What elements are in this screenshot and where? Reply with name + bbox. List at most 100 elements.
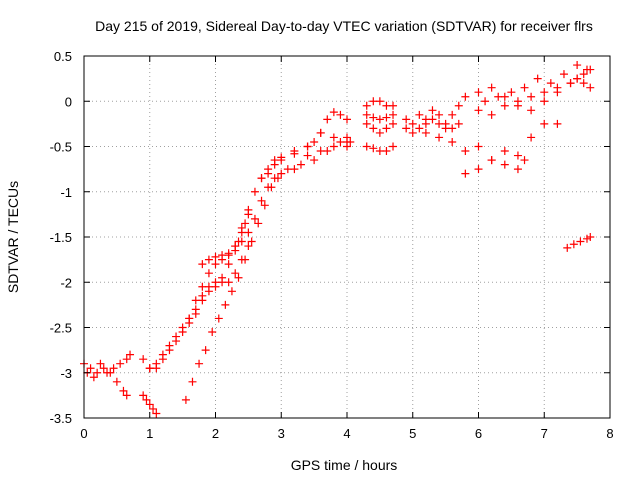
data-point	[204, 255, 213, 264]
data-point	[260, 201, 269, 210]
data-point	[198, 282, 207, 291]
data-point	[402, 115, 411, 124]
data-point	[481, 97, 490, 106]
data-point	[227, 287, 236, 296]
data-point	[389, 101, 398, 110]
y-tick-label: -3	[60, 366, 72, 381]
data-point	[389, 119, 398, 128]
data-point	[250, 214, 259, 223]
data-point	[553, 83, 562, 92]
data-point	[375, 97, 384, 106]
data-point	[527, 133, 536, 142]
data-point	[382, 124, 391, 133]
series-track-c	[139, 391, 161, 418]
series-track-e	[145, 242, 253, 373]
data-point	[250, 187, 259, 196]
data-point	[415, 110, 424, 119]
data-point	[244, 242, 253, 251]
data-point	[201, 346, 210, 355]
data-point	[513, 165, 522, 174]
data-point	[474, 142, 483, 151]
data-point	[540, 97, 549, 106]
data-point	[224, 278, 233, 287]
data-point	[329, 133, 338, 142]
y-tick-label: 0	[65, 94, 72, 109]
data-point	[264, 169, 273, 178]
data-point	[244, 228, 253, 237]
points-layer	[80, 61, 595, 418]
data-point	[214, 314, 223, 323]
data-point	[448, 137, 457, 146]
data-point	[126, 350, 135, 359]
series-track-a	[80, 359, 131, 400]
series-track-g	[185, 137, 355, 323]
data-point	[142, 395, 151, 404]
data-point	[277, 169, 286, 178]
ticks-layer: 0 1 2 3 4 5 6 7 8 0.5 0 -0.5 -1 -1.5 -2 -2.5 -3 -3.5	[50, 49, 614, 441]
data-point	[507, 88, 516, 97]
y-axis-label: SDTVAR / TECUs	[5, 181, 21, 293]
series-track-r	[474, 65, 595, 115]
data-point	[122, 355, 131, 364]
data-point	[375, 128, 384, 137]
series-track-j	[362, 142, 398, 156]
data-point	[241, 255, 250, 264]
data-point	[487, 110, 496, 119]
data-point	[461, 169, 470, 178]
data-point	[237, 223, 246, 232]
data-point	[563, 243, 572, 252]
x-tick-label: 8	[606, 426, 613, 441]
x-tick-label: 3	[278, 426, 285, 441]
data-point	[158, 355, 167, 364]
data-point	[290, 147, 299, 156]
series-track-l	[362, 119, 398, 137]
data-point	[185, 314, 194, 323]
data-point	[103, 368, 112, 377]
data-point	[553, 119, 562, 128]
data-point	[582, 65, 591, 74]
data-point	[211, 282, 220, 291]
series-track-q	[461, 156, 529, 178]
data-point	[527, 106, 536, 115]
series-track-i	[257, 128, 351, 183]
series-track-o	[402, 115, 463, 137]
data-point	[474, 165, 483, 174]
data-point	[247, 237, 256, 246]
data-point	[389, 142, 398, 151]
data-point	[208, 328, 217, 337]
data-point	[461, 92, 470, 101]
data-point	[303, 151, 312, 160]
series-track-h	[198, 108, 351, 269]
data-point	[316, 128, 325, 137]
series-track-s	[474, 74, 595, 119]
data-point	[435, 110, 444, 119]
data-point	[264, 183, 273, 192]
data-point	[188, 377, 197, 386]
x-axis-label: GPS time / hours	[291, 457, 398, 473]
data-point	[546, 79, 555, 88]
data-point	[149, 404, 158, 413]
data-point	[290, 165, 299, 174]
data-point	[474, 88, 483, 97]
data-point	[89, 373, 98, 382]
data-point	[172, 337, 181, 346]
data-point	[145, 400, 154, 409]
data-point	[435, 119, 444, 128]
x-tick-label: 5	[409, 426, 416, 441]
data-point	[487, 83, 496, 92]
data-point	[270, 174, 279, 183]
data-point	[448, 110, 457, 119]
data-point	[369, 144, 378, 153]
data-point	[139, 391, 148, 400]
data-point	[336, 110, 345, 119]
data-point	[165, 346, 174, 355]
data-point	[310, 156, 319, 165]
data-point	[382, 113, 391, 122]
data-point	[343, 133, 351, 142]
data-point	[254, 219, 263, 228]
data-point	[362, 142, 371, 151]
data-point	[500, 147, 509, 156]
data-point	[96, 359, 105, 368]
x-tick-label: 4	[343, 426, 350, 441]
